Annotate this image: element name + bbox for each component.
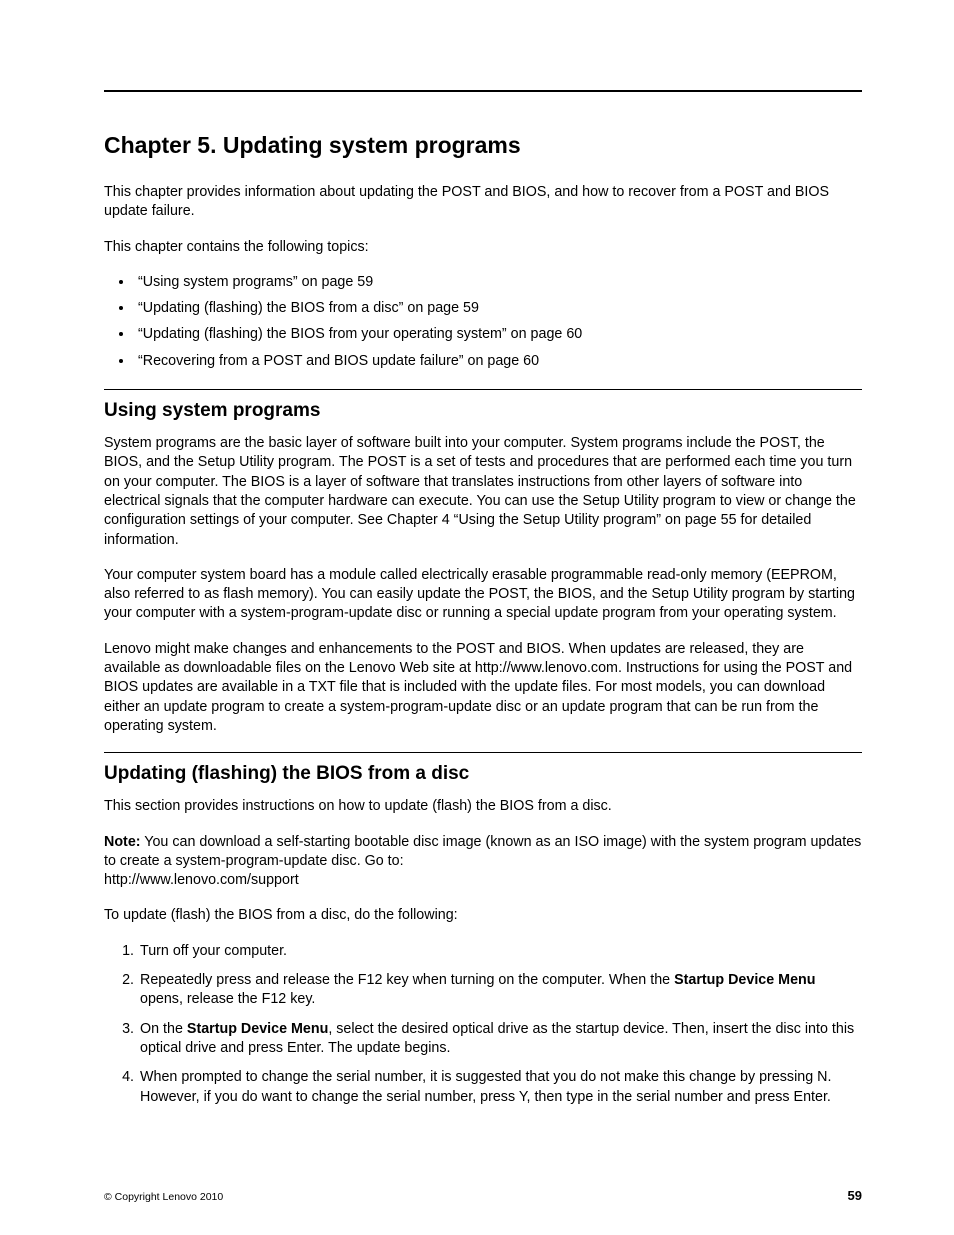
step-text: Turn off your computer. <box>140 943 287 959</box>
section-horizontal-rule <box>104 389 862 390</box>
section-heading-updating-bios: Updating (flashing) the BIOS from a disc <box>104 763 862 785</box>
step-text: On the <box>140 1021 187 1037</box>
page-footer: © Copyright Lenovo 2010 59 <box>104 1188 862 1203</box>
toc-list: “Using system programs” on page 59 “Upda… <box>104 273 862 371</box>
section1-paragraph: System programs are the basic layer of s… <box>104 434 862 550</box>
note-label: Note: <box>104 834 141 850</box>
step-bold: Startup Device Menu <box>187 1021 328 1037</box>
top-horizontal-rule <box>104 90 862 92</box>
step-item: When prompted to change the serial numbe… <box>138 1068 862 1107</box>
step-text: When prompted to change the serial numbe… <box>140 1069 831 1104</box>
section1-paragraph: Lenovo might make changes and enhancemen… <box>104 640 862 736</box>
section2-note: Note: You can download a self-starting b… <box>104 833 862 891</box>
step-bold: Startup Device Menu <box>674 972 815 988</box>
copyright-text: © Copyright Lenovo 2010 <box>104 1191 223 1203</box>
section1-paragraph: Your computer system board has a module … <box>104 566 862 624</box>
chapter-title: Chapter 5. Updating system programs <box>104 132 862 159</box>
toc-item: “Recovering from a POST and BIOS update … <box>134 352 862 371</box>
step-item: Repeatedly press and release the F12 key… <box>138 971 862 1010</box>
step-text: opens, release the F12 key. <box>140 991 315 1007</box>
toc-item: “Updating (flashing) the BIOS from your … <box>134 325 862 344</box>
toc-item: “Updating (flashing) the BIOS from a dis… <box>134 299 862 318</box>
document-page: Chapter 5. Updating system programs This… <box>0 0 954 1235</box>
note-url: http://www.lenovo.com/support <box>104 872 299 888</box>
note-text: You can download a self-starting bootabl… <box>104 834 861 869</box>
section-horizontal-rule <box>104 752 862 753</box>
step-item: On the Startup Device Menu, select the d… <box>138 1020 862 1059</box>
step-text: Repeatedly press and release the F12 key… <box>140 972 674 988</box>
step-item: Turn off your computer. <box>138 942 862 961</box>
steps-list: Turn off your computer. Repeatedly press… <box>104 942 862 1107</box>
page-number: 59 <box>848 1188 862 1203</box>
section2-steps-intro: To update (flash) the BIOS from a disc, … <box>104 906 862 925</box>
intro-paragraph-2: This chapter contains the following topi… <box>104 238 862 257</box>
toc-item: “Using system programs” on page 59 <box>134 273 862 292</box>
intro-paragraph-1: This chapter provides information about … <box>104 183 862 222</box>
section2-intro: This section provides instructions on ho… <box>104 797 862 816</box>
section-heading-using-system-programs: Using system programs <box>104 400 862 422</box>
